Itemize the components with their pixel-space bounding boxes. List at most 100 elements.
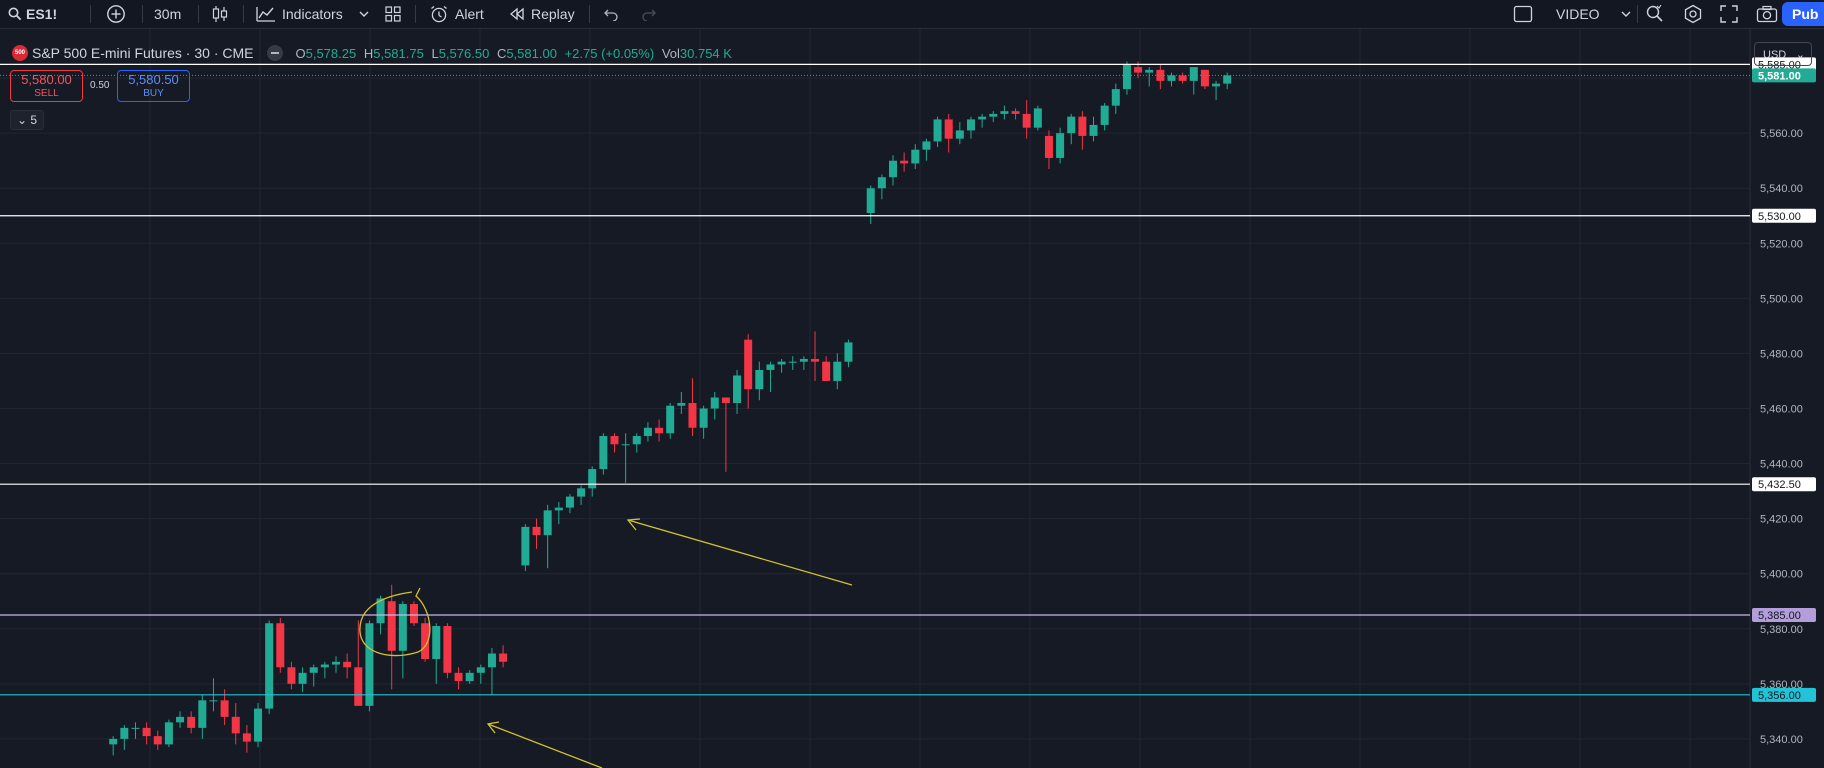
candle-body	[521, 526, 530, 566]
candle-body	[588, 469, 597, 489]
toolbar-divider	[589, 5, 590, 23]
candle-body	[198, 700, 207, 728]
price-chart[interactable]: 5,560.00 5,540.00 5,520.00 5,500.00 5,480.00…	[0, 29, 1824, 768]
horizontal-line-label: 5,356.00	[1758, 690, 1801, 702]
candle-body	[632, 436, 641, 445]
alarm-clock-icon	[429, 4, 449, 24]
candle-body	[788, 361, 797, 363]
publish-button[interactable]: Pub	[1782, 2, 1824, 26]
horizontal-line-label-bg	[1752, 477, 1816, 492]
indicator-count: 5	[30, 113, 38, 127]
spread-value: 0.50	[90, 80, 110, 91]
undo-button[interactable]	[603, 0, 619, 28]
annotation-arrow[interactable]	[627, 519, 853, 586]
chart-type-button[interactable]	[211, 0, 229, 28]
candle-body	[710, 397, 719, 409]
compare-add-symbol-button[interactable]	[106, 0, 126, 28]
annotation-arrowhead	[626, 518, 641, 531]
toolbar-divider	[1637, 5, 1638, 23]
price-tick-label: 5,500.00	[1760, 293, 1803, 305]
candle-body	[532, 526, 541, 536]
high-key: H	[363, 45, 374, 61]
candle-body	[1200, 69, 1209, 87]
alert-button[interactable]: Alert	[429, 0, 484, 28]
candle-body	[242, 733, 251, 742]
candle-body	[577, 488, 586, 497]
candle-body	[744, 339, 753, 390]
snapshot-button[interactable]	[1756, 0, 1778, 28]
expand-icon	[1720, 5, 1738, 23]
fullscreen-button[interactable]	[1720, 0, 1738, 28]
camera-icon	[1756, 5, 1778, 23]
fullscreen-toggle-button[interactable]	[1513, 0, 1533, 28]
sell-label: SELL	[34, 88, 59, 99]
video-menu-button[interactable]: VIDEO	[1556, 0, 1632, 28]
interval-button[interactable]: 30m	[154, 0, 181, 28]
sp500-logo: 500	[12, 45, 28, 61]
currency-selector[interactable]: USD ⌄	[1754, 42, 1812, 66]
high-value: 5,581.75	[373, 45, 424, 61]
gear-icon	[1683, 4, 1703, 24]
replay-button[interactable]: Replay	[509, 0, 575, 28]
annotation-ellipse[interactable]	[359, 587, 431, 657]
buy-button[interactable]: 5,580.50 BUY	[117, 70, 190, 102]
candle-body	[1089, 124, 1098, 136]
last-price-label: 5,581.00	[1758, 70, 1801, 82]
alert-label: Alert	[455, 6, 484, 22]
candle-body	[142, 727, 151, 737]
horizontal-line-label: 5,385.00	[1758, 610, 1801, 622]
candle-body	[187, 716, 196, 728]
candle-body	[153, 736, 162, 745]
collapse-legend-icon[interactable]	[267, 45, 284, 61]
candle-body	[777, 361, 786, 365]
candle-body	[811, 358, 820, 362]
indicators-collapse-button[interactable]: ⌄ 5	[10, 110, 44, 130]
price-tick-label: 5,540.00	[1760, 183, 1803, 195]
search-icon	[8, 7, 22, 21]
price-tick-label: 5,440.00	[1760, 459, 1803, 471]
candle-body	[343, 661, 352, 668]
candle-body	[643, 427, 652, 437]
horizontal-line-label: 5,432.50	[1758, 479, 1801, 491]
quick-search-button[interactable]	[1645, 0, 1665, 28]
redo-icon	[641, 7, 657, 21]
candle-body	[1033, 108, 1042, 128]
price-tick-label: 5,460.00	[1760, 403, 1803, 415]
candle-body	[844, 342, 853, 362]
settings-button[interactable]	[1683, 0, 1703, 28]
magnifier-spark-icon	[1645, 4, 1665, 24]
interval-label: 30m	[154, 6, 182, 22]
horizontal-line-label-bg	[1752, 687, 1816, 702]
candle-body	[1056, 133, 1065, 158]
candle-body	[164, 722, 173, 745]
indicators-button[interactable]: Indicators	[256, 0, 343, 28]
price-tick-label: 5,520.00	[1760, 238, 1803, 250]
candle-body	[1156, 69, 1165, 81]
annotation-arrow[interactable]	[487, 723, 603, 768]
sell-price: 5,580.00	[21, 72, 72, 87]
chevron-down-icon: ⌄	[1795, 49, 1805, 61]
candle-body	[699, 408, 708, 428]
candle-body	[599, 436, 608, 470]
low-value: 5,576.50	[438, 45, 490, 61]
candle-body	[889, 160, 897, 178]
candle-body	[421, 623, 430, 660]
candle-body	[1167, 75, 1176, 81]
close-value: 5,581.00	[506, 45, 557, 61]
candle-body	[1000, 111, 1009, 114]
redo-button[interactable]	[641, 0, 657, 28]
candle-body	[1145, 69, 1154, 73]
ohlc-values: O5,578.25 H5,581.75 L5,576.50 C5,581.00 …	[295, 46, 731, 61]
price-tick-label: 5,480.00	[1760, 348, 1803, 360]
candle-body	[487, 653, 496, 668]
annotation-arrowhead	[486, 721, 500, 734]
symbol-search-button[interactable]: ES1!	[8, 0, 57, 28]
sell-button[interactable]: 5,580.00 SELL	[10, 70, 83, 102]
candle-body	[944, 119, 953, 139]
price-scale[interactable]	[1750, 29, 1824, 768]
layouts-button[interactable]	[384, 0, 402, 28]
indicators-dropdown-button[interactable]	[358, 0, 370, 28]
symbol-title[interactable]: S&P 500 E-mini Futures · 30 · CME	[32, 45, 254, 61]
horizontal-line-label-bg	[1752, 57, 1816, 72]
candle-body	[833, 361, 842, 381]
